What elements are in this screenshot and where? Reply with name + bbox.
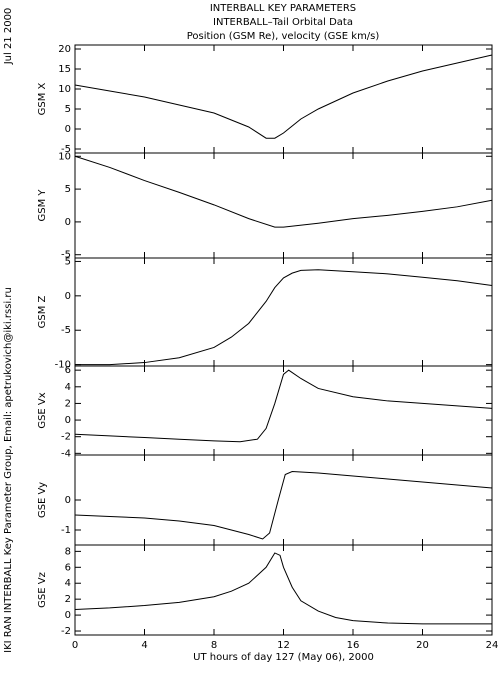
title-line: INTERBALL–Tail Orbital Data	[213, 17, 353, 28]
y-tick-label: 2	[65, 398, 71, 409]
y-axis-label: GSM X	[37, 82, 48, 115]
panel-frame	[74, 454, 493, 546]
y-axis-label: GSM Z	[37, 295, 48, 328]
x-tick-label: 24	[486, 640, 499, 651]
x-tick-label: 0	[72, 640, 78, 651]
y-tick-label: 0	[65, 495, 71, 506]
y-tick-label: -4	[61, 448, 71, 459]
y-tick-label: 0	[65, 610, 71, 621]
y-axis-label: GSM Y	[37, 189, 48, 222]
y-tick-label: -5	[61, 250, 71, 261]
y-tick-label: 10	[58, 84, 71, 95]
y-tick-label: 15	[58, 64, 71, 75]
y-tick-label: 2	[65, 594, 71, 605]
y-tick-label: -5	[61, 144, 71, 155]
data-line	[74, 155, 493, 228]
panel-frame	[74, 365, 493, 456]
y-tick-label: -1	[61, 525, 71, 536]
data-line	[74, 470, 493, 540]
data-line	[75, 269, 493, 366]
panel-frame	[74, 44, 493, 154]
panel-frame	[74, 544, 493, 636]
y-axis-label: GSE Vz	[37, 572, 48, 608]
panel-frame	[74, 152, 493, 259]
y-tick-label: 0	[65, 291, 71, 302]
credit-label: IKI RAN INTERBALL Key Parameter Group, E…	[3, 287, 14, 653]
y-axis-label: GSE Vx	[37, 392, 48, 428]
x-tick-label: 4	[141, 640, 147, 651]
y-tick-label: 6	[65, 562, 71, 573]
y-tick-label: 5	[65, 256, 71, 267]
x-tick-label: 12	[277, 640, 290, 651]
y-tick-label: 20	[58, 44, 71, 55]
y-tick-label: 0	[65, 124, 71, 135]
y-axis-label: GSE Vy	[37, 482, 48, 518]
data-line	[74, 552, 492, 625]
panel-frame	[74, 257, 493, 367]
y-tick-label: 10	[58, 151, 71, 162]
y-tick-label: 4	[65, 382, 71, 393]
x-tick-label: 20	[416, 640, 429, 651]
y-tick-label: 4	[65, 578, 71, 589]
y-tick-label: -2	[61, 626, 71, 637]
data-line	[74, 369, 493, 443]
y-tick-label: 8	[65, 546, 71, 557]
y-tick-label: 5	[65, 184, 71, 195]
y-tick-label: -2	[61, 432, 71, 443]
y-tick-label: -10	[55, 360, 71, 371]
y-tick-label: 0	[65, 415, 71, 426]
y-tick-label: -5	[61, 325, 71, 336]
x-tick-label: 8	[211, 640, 217, 651]
title-line: Position (GSM Re), velocity (GSE km/s)	[187, 31, 380, 42]
date-label: Jul 21 2000	[3, 8, 14, 66]
x-tick-label: 16	[347, 640, 360, 651]
y-tick-label: 5	[65, 104, 71, 115]
y-tick-label: 6	[65, 365, 71, 376]
data-line	[74, 54, 493, 139]
x-axis-label: UT hours of day 127 (May 06), 2000	[193, 652, 374, 663]
y-tick-label: 0	[65, 217, 71, 228]
title-line: INTERBALL KEY PARAMETERS	[210, 3, 356, 14]
